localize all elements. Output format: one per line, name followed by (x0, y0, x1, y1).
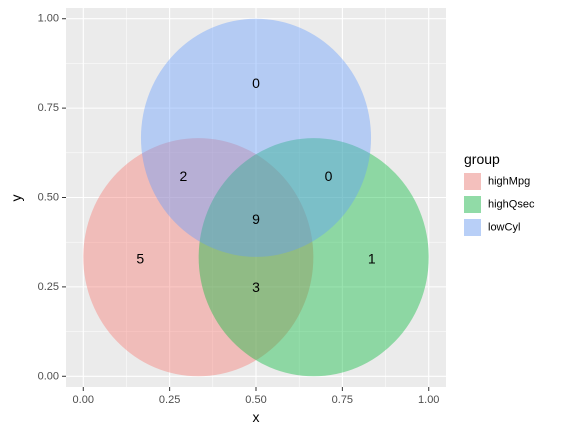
y-tick-label: 0.25 (38, 281, 59, 293)
legend-label-highMpg: highMpg (488, 176, 530, 188)
legend-swatch-highQsec (464, 196, 481, 213)
venn-circle-highQsec (198, 138, 429, 377)
grid-major (66, 8, 446, 387)
region-count-highMpg-highQsec: 3 (252, 279, 260, 295)
x-tick-label: 0.50 (245, 394, 266, 406)
legend-entries: highMpg highQsec lowCyl (464, 173, 535, 236)
x-tick-label: 0.75 (332, 394, 353, 406)
y-tick-label: 0.50 (38, 192, 59, 204)
region-count-lowCyl: 0 (252, 75, 260, 91)
legend-label-lowCyl: lowCyl (488, 222, 520, 234)
x-tick-label: 1.00 (418, 394, 439, 406)
region-count-highMpg-lowCyl: 2 (180, 168, 188, 184)
legend-swatch-highMpg (464, 173, 481, 190)
y-axis-ticks: 0.00 0.25 0.50 0.75 1.00 (38, 13, 66, 382)
venn-circle-highMpg (83, 138, 314, 377)
region-count-highQsec-lowCyl: 0 (325, 168, 333, 184)
legend-title: group (464, 151, 500, 167)
venn-circle-lowCyl (140, 18, 372, 257)
legend-swatch-lowCyl (464, 219, 481, 236)
region-count-highMpg: 5 (136, 250, 144, 266)
region-labels: 0 2 0 9 5 1 3 (136, 75, 375, 295)
legend-key-bg (464, 219, 481, 236)
x-axis-title: x (253, 409, 260, 425)
region-count-highQsec: 1 (368, 250, 376, 266)
region-count-highMpg-highQsec-lowCyl: 9 (252, 211, 260, 227)
x-axis-ticks: 0.00 0.25 0.50 0.75 1.00 (73, 387, 439, 406)
legend: group highMpg highQsec lowCyl (464, 151, 535, 236)
x-tick-label: 0.25 (159, 394, 180, 406)
x-tick-label: 0.00 (73, 394, 94, 406)
y-tick-label: 0.00 (38, 370, 59, 382)
y-axis-title: y (8, 195, 24, 202)
y-tick-label: 0.75 (38, 102, 59, 114)
legend-key-bg (464, 173, 481, 190)
legend-key-bg (464, 196, 481, 213)
venn-circles (83, 18, 429, 377)
legend-label-highQsec: highQsec (488, 199, 535, 211)
y-tick-label: 1.00 (38, 13, 59, 25)
